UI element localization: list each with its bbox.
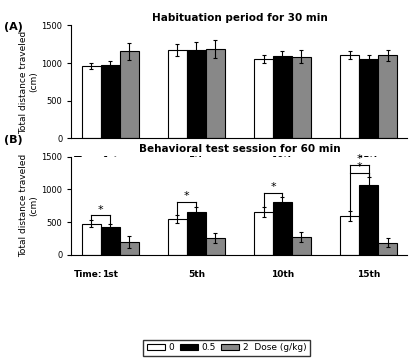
Text: *: * (270, 182, 276, 192)
Bar (187, 212, 206, 255)
Bar (340, 55, 359, 138)
Bar (273, 56, 292, 138)
Bar (82, 223, 101, 255)
Text: (B): (B) (4, 135, 23, 145)
Bar (168, 50, 187, 138)
Text: Time:: Time: (74, 270, 102, 279)
Text: 15th: 15th (357, 270, 381, 279)
Text: 15th: 15th (357, 156, 381, 165)
Text: 5th: 5th (188, 270, 205, 279)
Bar (168, 219, 187, 255)
Bar (101, 64, 120, 138)
Text: 10th: 10th (271, 156, 294, 165)
Y-axis label: Total distance traveled
(cm): Total distance traveled (cm) (19, 30, 39, 134)
Bar (273, 202, 292, 255)
Bar (292, 57, 311, 138)
Text: (A): (A) (4, 22, 23, 32)
Text: 10th: 10th (271, 270, 294, 279)
Bar (206, 238, 225, 255)
Text: 1st: 1st (102, 156, 118, 165)
Text: *: * (356, 162, 362, 172)
Bar (101, 227, 120, 255)
Legend: 0, 0.5, 2  Dose (g/kg): 0, 0.5, 2 Dose (g/kg) (143, 340, 310, 356)
Bar (359, 185, 378, 255)
Bar (254, 59, 273, 138)
Bar (340, 216, 359, 255)
Bar (82, 66, 101, 138)
Text: *: * (98, 205, 103, 215)
Bar (120, 51, 139, 138)
Bar (378, 55, 397, 138)
Bar (187, 50, 206, 138)
Bar (254, 212, 273, 255)
Text: 5th: 5th (188, 156, 205, 165)
Bar (378, 243, 397, 255)
Text: Time:: Time: (74, 156, 102, 165)
Bar (292, 237, 311, 255)
Y-axis label: Total distance traveled
(cm): Total distance traveled (cm) (19, 154, 39, 257)
Text: *: * (184, 191, 190, 201)
Text: *: * (356, 154, 362, 165)
Title: Behavioral test session for 60 min: Behavioral test session for 60 min (139, 145, 340, 154)
Bar (120, 242, 139, 255)
Title: Habituation period for 30 min: Habituation period for 30 min (152, 13, 327, 23)
Text: 1st: 1st (102, 270, 118, 279)
Bar (206, 49, 225, 138)
Bar (359, 59, 378, 138)
